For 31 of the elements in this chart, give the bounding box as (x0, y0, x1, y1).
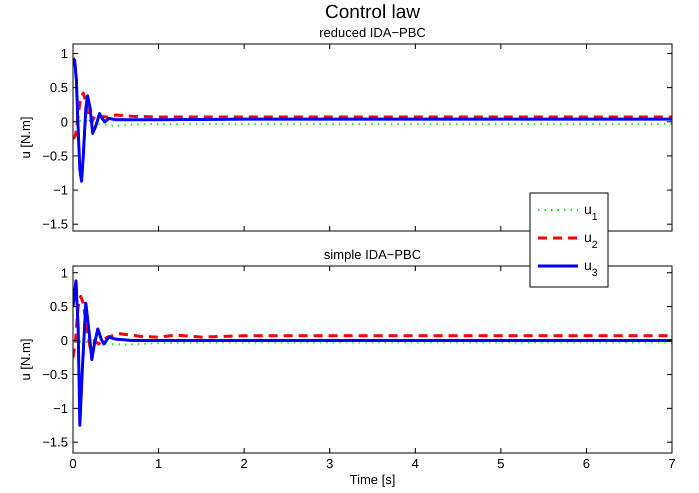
x-tick-label: 7 (668, 456, 676, 471)
y-tick-label: 1 (60, 46, 68, 62)
line-series (73, 279, 672, 427)
y-tick-label: −1.5 (42, 216, 68, 232)
y-tick-label: −0.5 (42, 148, 68, 164)
y-tick-label: 0 (60, 114, 68, 130)
y-tick-label: 0.5 (50, 299, 68, 314)
legend-label: u$_{3}$ (584, 257, 598, 279)
chart-subtitle: reduced IDA−PBC (319, 25, 426, 40)
chart-title: Control law (324, 2, 420, 23)
x-tick-label: 3 (326, 456, 334, 471)
legend-label: u$_{1}$ (584, 201, 598, 223)
y-tick-label: 1 (60, 265, 68, 280)
chart-title: simple IDA−PBC (324, 247, 422, 262)
line-series (73, 56, 672, 183)
x-axis-title: Time [s] (350, 472, 396, 487)
legend-label: u$_{2}$ (584, 229, 598, 251)
x-tick-label: 1 (154, 456, 162, 471)
y-tick-label: −1 (53, 400, 68, 416)
y-tick-label: −0.5 (42, 366, 68, 382)
x-tick-label: 6 (582, 456, 590, 471)
y-axis-title: u [N.m] (18, 116, 33, 158)
y-tick-label: −1 (53, 182, 68, 198)
y-tick-label: 0.5 (50, 80, 68, 96)
x-tick-label: 4 (412, 456, 419, 471)
x-tick-label: 2 (240, 456, 248, 471)
y-tick-label: −1.5 (42, 434, 68, 450)
line-series (73, 92, 672, 140)
y-axis-title: u [N.m] (18, 338, 33, 380)
x-tick-label: 5 (497, 456, 504, 471)
y-tick-label: 0 (60, 333, 68, 348)
